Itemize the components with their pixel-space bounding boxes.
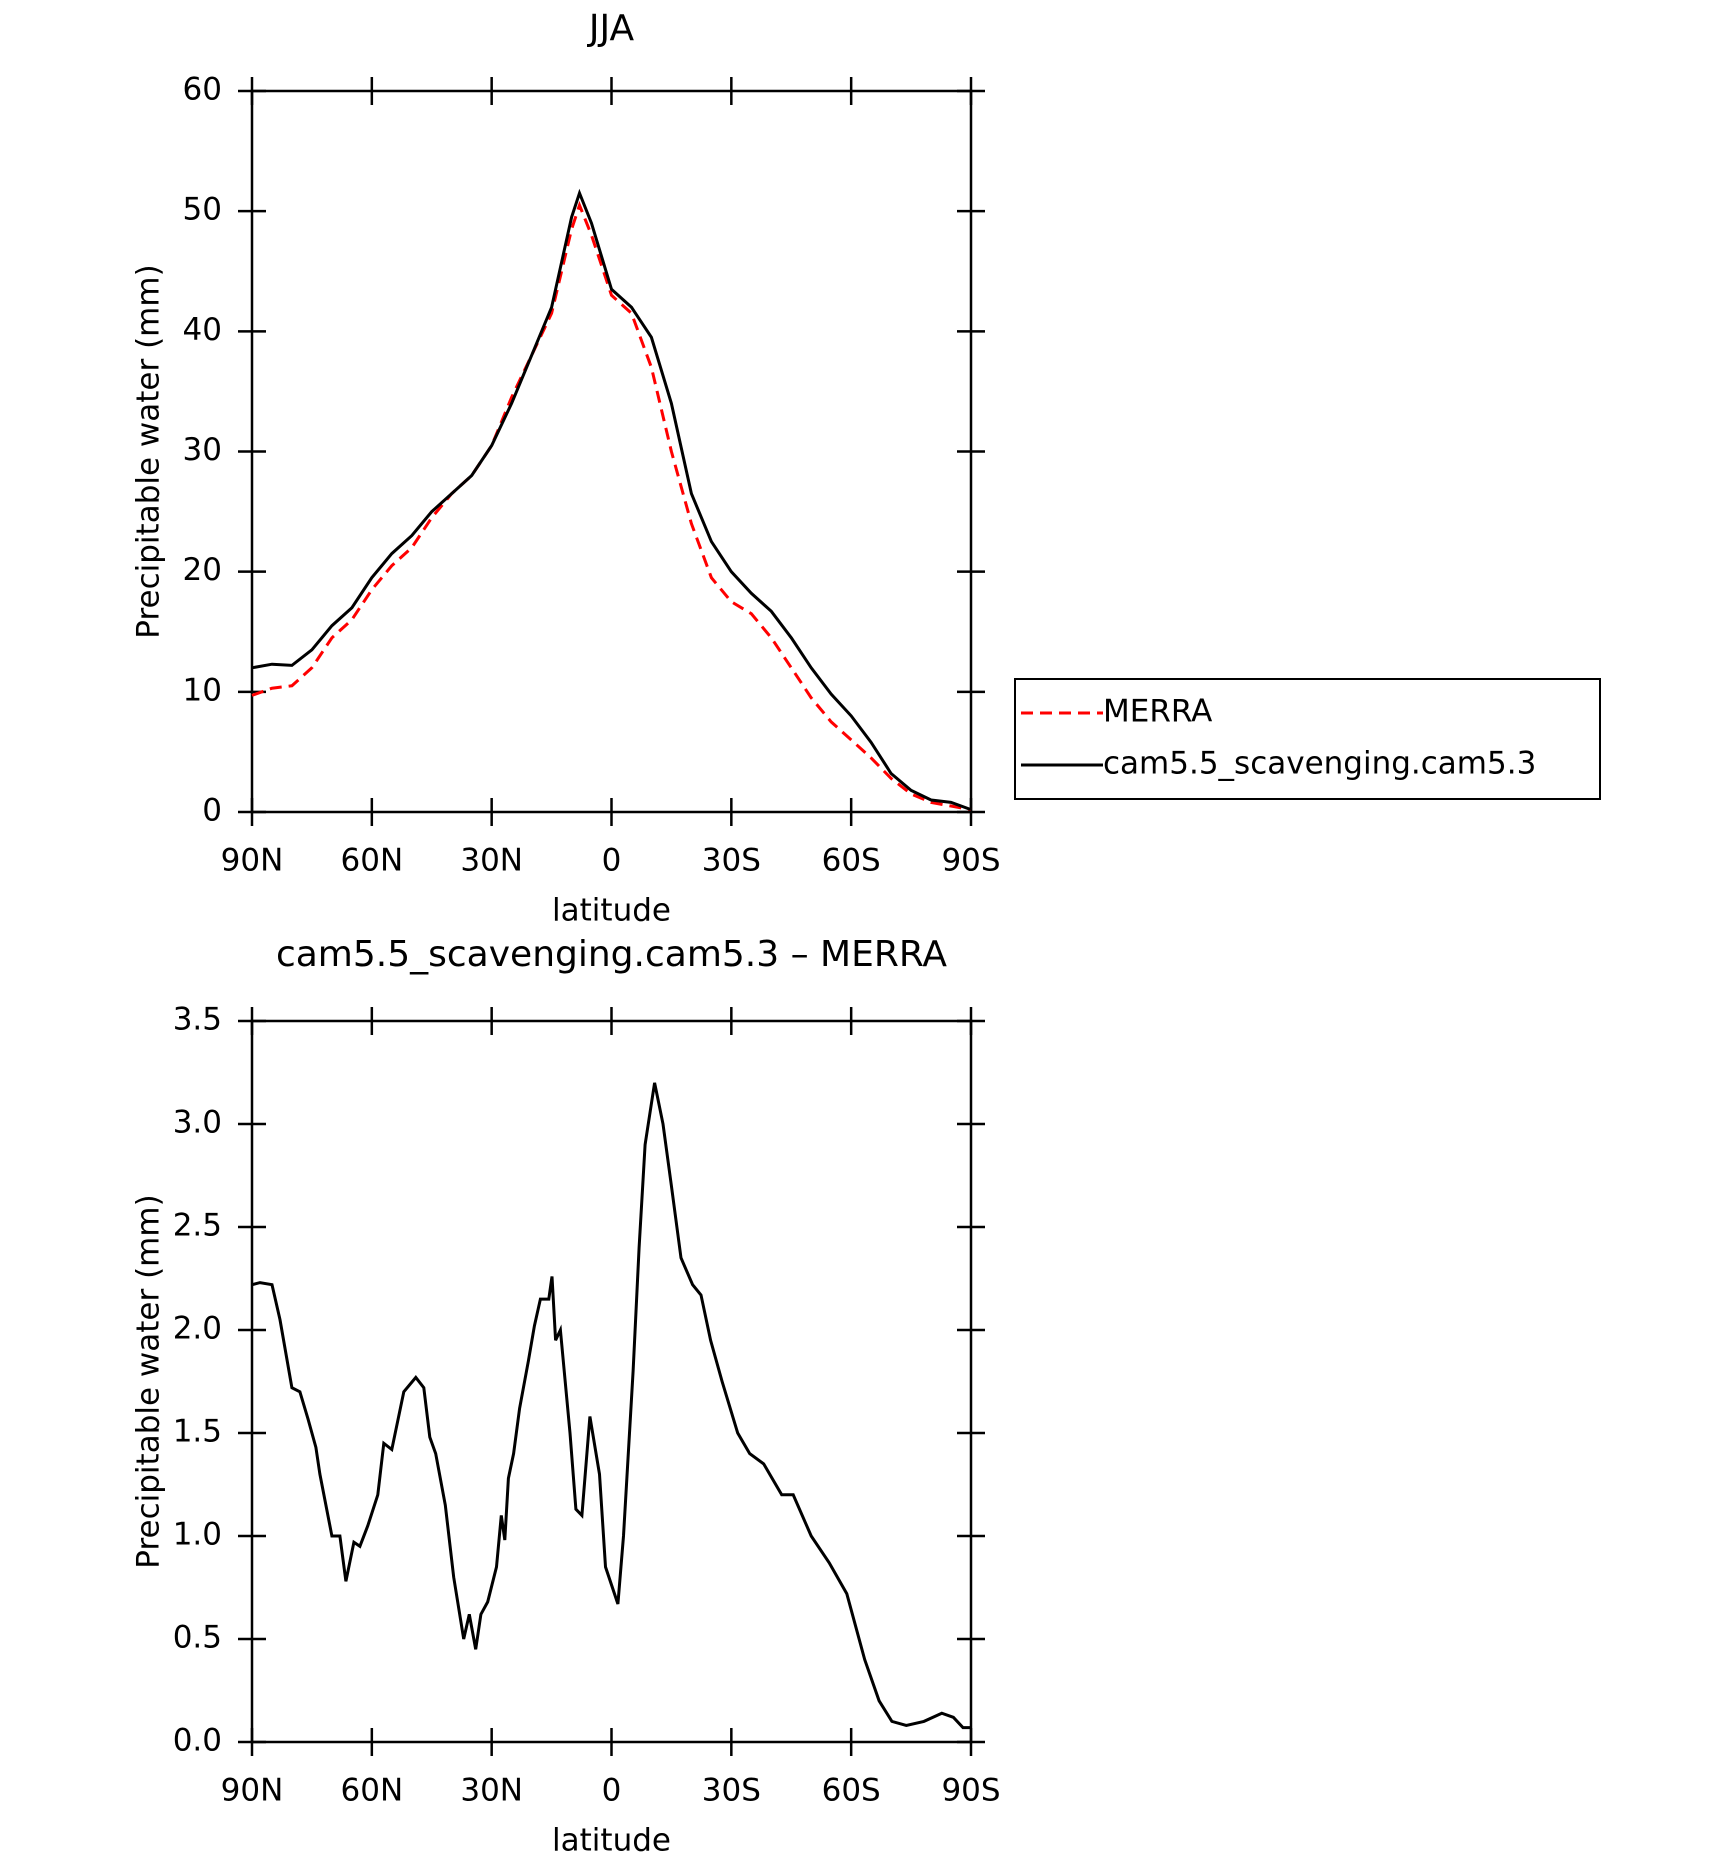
legend-label: cam5.5_scavenging.cam5.3 (1103, 746, 1536, 782)
x-tick-label: 0 (602, 1773, 622, 1809)
x-tick-label: 60S (822, 1773, 881, 1809)
y-tick-label: 0 (202, 793, 222, 829)
y-tick-label: 30 (183, 432, 222, 468)
x-tick-label: 90N (221, 843, 284, 879)
x-tick-label: 30N (460, 1773, 523, 1809)
y-tick-label: 3.0 (173, 1105, 222, 1141)
x-tick-label: 30N (460, 843, 523, 879)
y-tick-label: 40 (183, 312, 222, 348)
y-tick-label: 2.0 (173, 1311, 222, 1347)
legend-box (1014, 678, 1601, 800)
x-tick-label: 90S (941, 1773, 1000, 1809)
y-tick-label: 0.5 (173, 1620, 222, 1656)
y-axis-label: Precipitable water (mm) (131, 1194, 167, 1568)
data-line (251, 188, 972, 812)
x-axis-label: latitude (552, 1823, 671, 1859)
y-tick-label: 1.0 (173, 1517, 222, 1553)
x-tick-label: 90N (221, 1773, 284, 1809)
y-tick-label: 1.5 (173, 1414, 222, 1450)
plot-frame (250, 1019, 973, 1744)
y-tick-label: 50 (183, 192, 222, 228)
plot-frame (250, 89, 973, 814)
data-line (251, 1082, 971, 1730)
y-tick-label: 2.5 (173, 1208, 222, 1244)
x-tick-label: 90S (941, 843, 1000, 879)
chart-title: cam5.5_scavenging.cam5.3 – MERRA (276, 934, 947, 975)
data-line (251, 200, 972, 812)
y-tick-label: 0.0 (173, 1723, 222, 1759)
x-tick-label: 30S (702, 843, 761, 879)
x-tick-label: 60S (822, 843, 881, 879)
chart-title: JJA (587, 8, 635, 49)
x-tick-label: 30S (702, 1773, 761, 1809)
x-axis-label: latitude (552, 893, 671, 929)
y-tick-label: 10 (183, 672, 222, 708)
legend-label: MERRA (1103, 694, 1212, 730)
x-tick-label: 60N (341, 1773, 404, 1809)
x-tick-label: 60N (341, 843, 404, 879)
y-tick-label: 20 (183, 552, 222, 588)
x-tick-label: 0 (602, 843, 622, 879)
y-tick-label: 3.5 (173, 1002, 222, 1038)
y-axis-label: Precipitable water (mm) (131, 264, 167, 638)
y-tick-label: 60 (183, 72, 222, 108)
